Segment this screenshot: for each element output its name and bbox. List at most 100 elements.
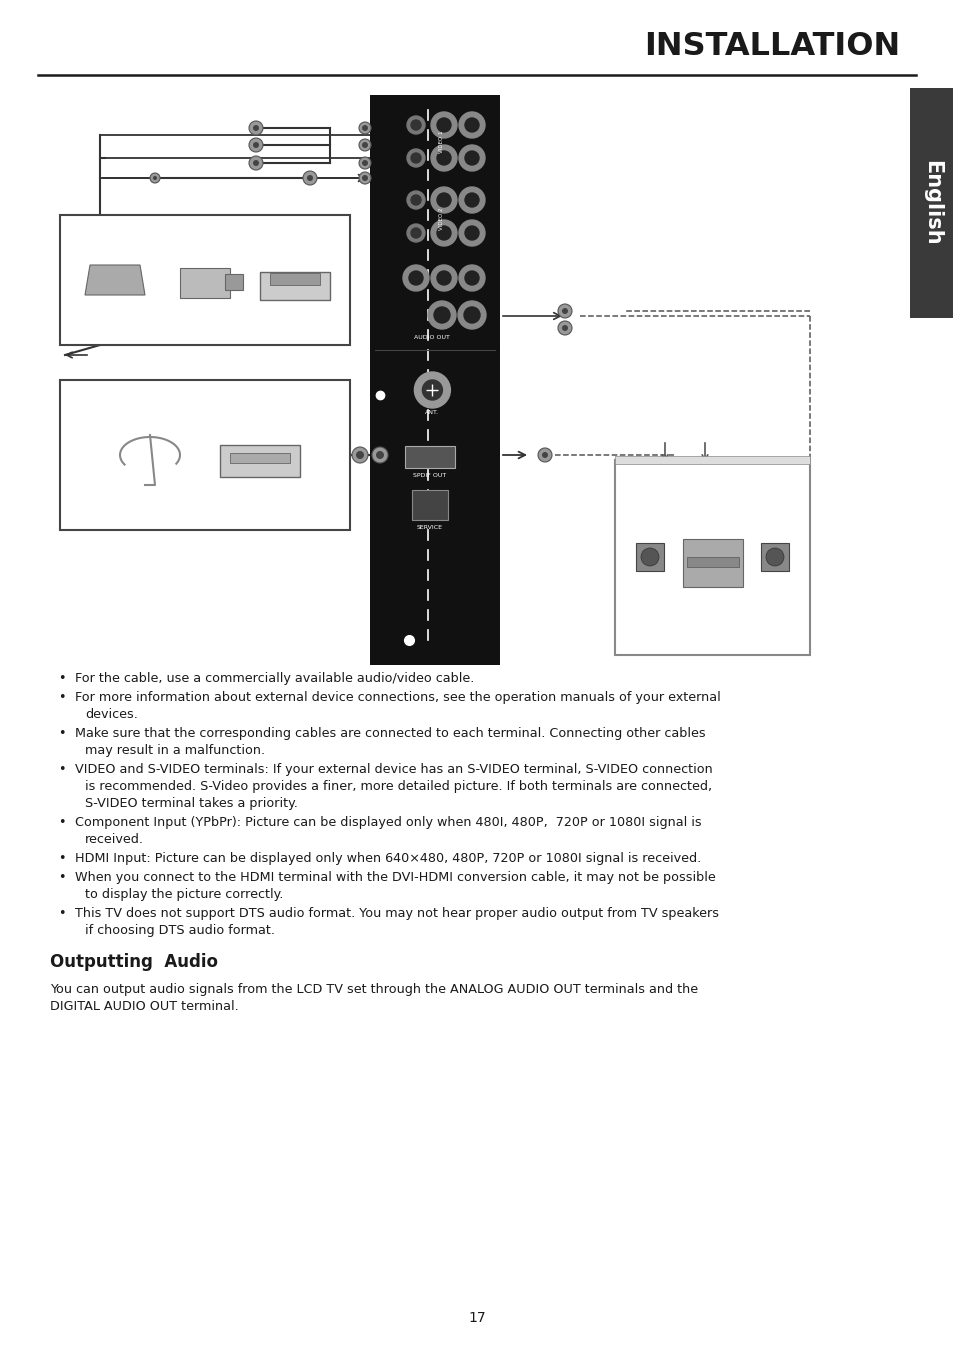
Text: •: •	[58, 672, 66, 685]
Text: •: •	[58, 691, 66, 704]
Circle shape	[431, 265, 456, 291]
Circle shape	[375, 451, 384, 459]
Text: English: English	[921, 160, 941, 246]
Circle shape	[458, 219, 484, 246]
Bar	[615, 460, 809, 655]
Text: •: •	[58, 727, 66, 741]
Text: may result in a malfunction.: may result in a malfunction.	[85, 743, 265, 757]
Circle shape	[372, 447, 388, 463]
Circle shape	[358, 172, 371, 184]
Circle shape	[352, 447, 368, 463]
Circle shape	[640, 548, 659, 566]
Text: INSTALLATION: INSTALLATION	[643, 31, 899, 62]
Circle shape	[253, 142, 258, 148]
Circle shape	[436, 194, 451, 207]
Circle shape	[407, 116, 424, 134]
Circle shape	[307, 175, 313, 181]
Circle shape	[361, 160, 368, 167]
Circle shape	[249, 138, 263, 152]
Circle shape	[561, 325, 567, 330]
Circle shape	[463, 307, 479, 324]
Circle shape	[434, 307, 450, 324]
Text: •: •	[58, 871, 66, 884]
Bar	[225, 274, 243, 290]
Circle shape	[458, 265, 484, 291]
Circle shape	[464, 271, 478, 284]
Text: VIDEO and S-VIDEO terminals: If your external device has an S-VIDEO terminal, S-: VIDEO and S-VIDEO terminals: If your ext…	[75, 764, 712, 776]
Bar	[60, 215, 350, 345]
Bar	[636, 543, 663, 571]
Circle shape	[361, 125, 368, 131]
Circle shape	[558, 305, 572, 318]
Circle shape	[407, 191, 424, 209]
Bar	[760, 543, 788, 571]
Circle shape	[358, 122, 371, 134]
Circle shape	[431, 145, 456, 171]
Circle shape	[464, 118, 478, 131]
Text: •: •	[58, 852, 66, 865]
Text: ANT.: ANT.	[425, 410, 439, 414]
Circle shape	[402, 265, 429, 291]
Circle shape	[765, 548, 783, 566]
Bar	[260, 272, 330, 301]
Text: AUDIO OUT: AUDIO OUT	[414, 334, 450, 340]
Text: SPDIF OUT: SPDIF OUT	[413, 473, 446, 478]
Circle shape	[464, 152, 478, 165]
Bar	[270, 274, 319, 284]
Circle shape	[541, 452, 547, 458]
Text: When you connect to the HDMI terminal with the DVI-HDMI conversion cable, it may: When you connect to the HDMI terminal wi…	[75, 871, 715, 884]
Bar	[220, 445, 299, 477]
Circle shape	[464, 226, 478, 240]
Text: 17: 17	[468, 1311, 485, 1326]
Text: DIGITAL AUDIO OUT terminal.: DIGITAL AUDIO OUT terminal.	[50, 1001, 238, 1013]
Circle shape	[411, 153, 420, 162]
Text: devices.: devices.	[85, 708, 138, 720]
Circle shape	[411, 121, 420, 130]
Circle shape	[431, 219, 456, 246]
Bar	[405, 445, 455, 468]
Circle shape	[422, 380, 442, 399]
Text: HDMI Input: Picture can be displayed only when 640×480, 480P, 720P or 1080I sign: HDMI Input: Picture can be displayed onl…	[75, 852, 700, 865]
Text: For the cable, use a commercially available audio/video cable.: For the cable, use a commercially availa…	[75, 672, 474, 685]
Circle shape	[152, 176, 157, 180]
Circle shape	[411, 227, 420, 238]
Bar	[60, 380, 350, 529]
Circle shape	[436, 226, 451, 240]
Text: Component Input (YPbPr): Picture can be displayed only when 480I, 480P,  720P or: Component Input (YPbPr): Picture can be …	[75, 816, 700, 829]
Circle shape	[458, 145, 484, 171]
Text: Make sure that the corresponding cables are connected to each terminal. Connecti: Make sure that the corresponding cables …	[75, 727, 705, 741]
Circle shape	[458, 112, 484, 138]
Circle shape	[431, 112, 456, 138]
Text: •: •	[58, 764, 66, 776]
Text: is recommended. S-Video provides a finer, more detailed picture. If both termina: is recommended. S-Video provides a finer…	[85, 780, 711, 793]
Circle shape	[150, 173, 160, 183]
Circle shape	[355, 451, 364, 459]
Circle shape	[361, 142, 368, 148]
Text: received.: received.	[85, 833, 144, 846]
Circle shape	[428, 301, 456, 329]
Circle shape	[303, 171, 316, 185]
Circle shape	[407, 223, 424, 242]
Circle shape	[361, 175, 368, 181]
Circle shape	[436, 118, 451, 131]
Circle shape	[249, 121, 263, 135]
Text: VIDEO 2: VIDEO 2	[438, 207, 443, 230]
Bar	[909, 88, 953, 318]
Text: For more information about external device connections, see the operation manual: For more information about external devi…	[75, 691, 720, 704]
Bar	[615, 456, 809, 464]
Circle shape	[431, 187, 456, 213]
Bar	[686, 556, 739, 567]
Text: •: •	[58, 907, 66, 919]
Circle shape	[436, 271, 451, 284]
Circle shape	[458, 187, 484, 213]
Circle shape	[537, 448, 552, 462]
Text: S-VIDEO terminal takes a priority.: S-VIDEO terminal takes a priority.	[85, 798, 297, 810]
Circle shape	[436, 152, 451, 165]
Text: VIDEO 1: VIDEO 1	[438, 130, 443, 153]
Circle shape	[249, 156, 263, 171]
Text: This TV does not support DTS audio format. You may not hear proper audio output : This TV does not support DTS audio forma…	[75, 907, 719, 919]
Text: if choosing DTS audio format.: if choosing DTS audio format.	[85, 923, 274, 937]
Circle shape	[358, 157, 371, 169]
Circle shape	[457, 301, 485, 329]
Circle shape	[558, 321, 572, 334]
